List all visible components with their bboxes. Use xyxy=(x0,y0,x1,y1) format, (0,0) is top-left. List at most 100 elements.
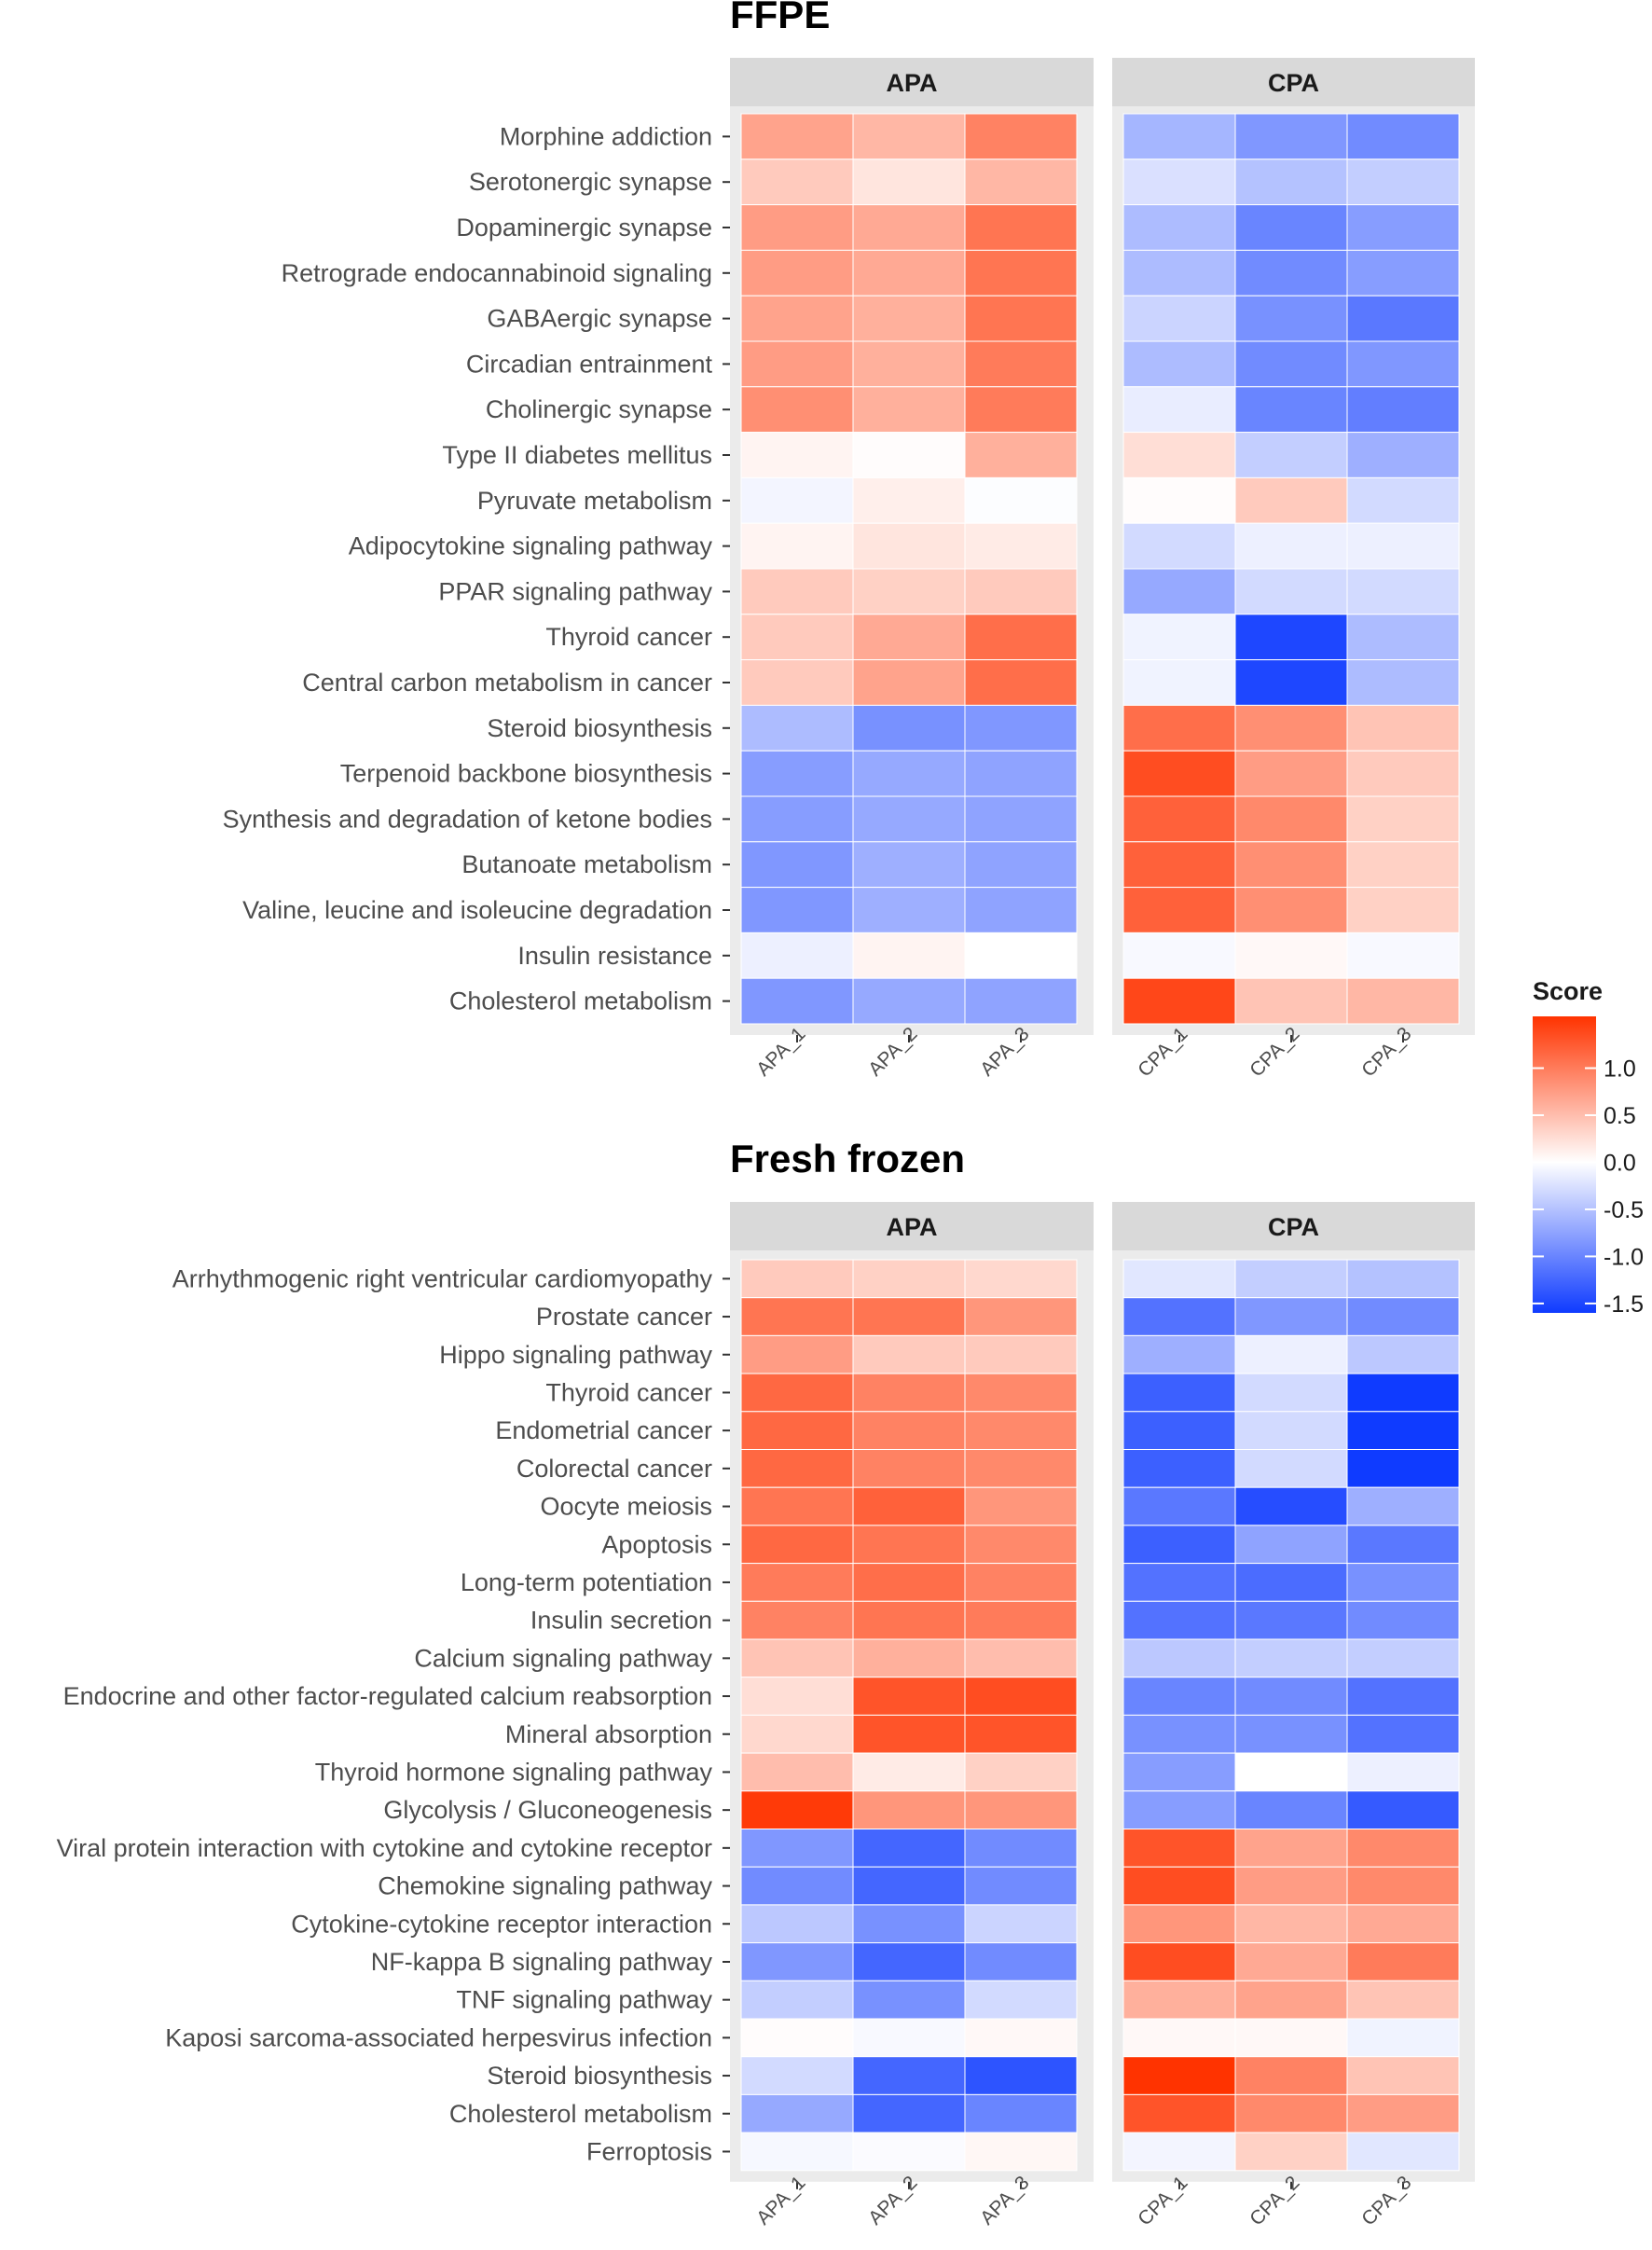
row-label: Insulin resistance xyxy=(517,942,712,970)
heat-cell xyxy=(740,2093,854,2133)
heat-cell xyxy=(852,1942,966,1981)
row-label: Kaposi sarcoma-associated herpesvirus in… xyxy=(165,2023,712,2051)
heat-cell xyxy=(1122,113,1236,160)
heat-cell xyxy=(852,887,966,933)
row-label: Morphine addiction xyxy=(500,122,712,150)
heat-cell xyxy=(740,522,854,570)
heat-cell xyxy=(740,704,854,752)
heat-cell xyxy=(740,1829,854,1868)
heat-cell xyxy=(852,2018,966,2058)
heat-cell xyxy=(1346,1790,1460,1830)
heat-cell xyxy=(1122,704,1236,752)
heat-cell xyxy=(740,1373,854,1413)
heat-cell xyxy=(1122,1980,1236,2020)
heat-cell xyxy=(852,1334,966,1374)
heat-cell xyxy=(1234,795,1348,843)
heat-cell xyxy=(740,1980,854,2020)
heat-cell xyxy=(964,977,1078,1025)
heat-cell xyxy=(740,1600,854,1640)
heat-cell xyxy=(1122,295,1236,342)
heat-cell xyxy=(1346,432,1460,478)
heat-cell xyxy=(964,1563,1078,1602)
heat-cell xyxy=(1122,1942,1236,1981)
heat-cell xyxy=(1234,159,1348,206)
heat-cell xyxy=(852,2056,966,2095)
heat-cell xyxy=(852,2093,966,2133)
heat-cell xyxy=(852,1563,966,1602)
row-label: Cholesterol metabolism xyxy=(449,987,712,1015)
heat-cell xyxy=(1234,1904,1348,1944)
legend-tick-label: 1.0 xyxy=(1604,1056,1636,1083)
heat-cell xyxy=(740,568,854,615)
heat-cell xyxy=(1122,750,1236,797)
heat-cell xyxy=(852,2132,966,2172)
heat-cell xyxy=(1234,750,1348,797)
heat-cell xyxy=(740,977,854,1025)
heat-cell xyxy=(740,2056,854,2095)
heat-cell xyxy=(964,1334,1078,1374)
heat-cell xyxy=(1346,1829,1460,1868)
heat-cell xyxy=(964,1829,1078,1868)
heat-cell xyxy=(1234,932,1348,979)
heat-cell xyxy=(852,704,966,752)
heat-cell xyxy=(852,614,966,661)
heat-cell xyxy=(1346,159,1460,206)
heat-cell xyxy=(1346,295,1460,342)
heat-cell xyxy=(1234,977,1348,1025)
heat-cell xyxy=(964,704,1078,752)
heat-cell xyxy=(1122,1600,1236,1640)
heat-cell xyxy=(852,1638,966,1678)
heat-cell xyxy=(964,1677,1078,1716)
heat-cell xyxy=(964,2018,1078,2058)
legend-tick-label: 0.5 xyxy=(1604,1103,1636,1129)
facet-label: APA xyxy=(886,69,937,97)
heat-cell xyxy=(964,614,1078,661)
heat-cell xyxy=(964,432,1078,478)
facet-label: CPA xyxy=(1268,69,1319,97)
heat-cell xyxy=(1346,2018,1460,2058)
heat-cell xyxy=(852,568,966,615)
heat-cell xyxy=(1122,1866,1236,1906)
heat-cell xyxy=(740,1677,854,1716)
heat-cell xyxy=(1234,340,1348,388)
heat-cell xyxy=(1234,249,1348,297)
heat-cell xyxy=(852,1980,966,2020)
heat-cell xyxy=(852,1829,966,1868)
heat-cell xyxy=(1122,932,1236,979)
heat-cell xyxy=(964,249,1078,297)
heat-cell xyxy=(1122,1790,1236,1830)
row-label: Thyroid cancer xyxy=(545,623,712,651)
heat-cell xyxy=(740,204,854,251)
heat-cell xyxy=(740,386,854,434)
heat-cell xyxy=(1346,1980,1460,2020)
heat-cell xyxy=(964,1714,1078,1754)
heat-cell xyxy=(740,1866,854,1906)
heat-cell xyxy=(740,1638,854,1678)
heat-cell xyxy=(964,295,1078,342)
heat-cell xyxy=(740,159,854,206)
heat-cell xyxy=(1234,1297,1348,1336)
heat-cell xyxy=(740,2018,854,2058)
heat-cell xyxy=(1122,568,1236,615)
row-label: Dopaminergic synapse xyxy=(456,214,712,242)
heat-cell xyxy=(1346,795,1460,843)
facet-strip xyxy=(1112,1202,1475,1250)
heat-cell xyxy=(1122,1334,1236,1374)
heat-cell xyxy=(852,295,966,342)
row-label: Mineral absorption xyxy=(505,1720,712,1748)
row-label: Prostate cancer xyxy=(536,1303,712,1331)
heat-cell xyxy=(1234,522,1348,570)
heat-cell xyxy=(964,522,1078,570)
heat-cell xyxy=(1122,249,1236,297)
heat-cell xyxy=(1234,887,1348,933)
heat-cell xyxy=(852,750,966,797)
heat-cell xyxy=(1346,522,1460,570)
heat-cell xyxy=(852,113,966,160)
row-label: Viral protein interaction with cytokine … xyxy=(57,1834,712,1862)
heat-cell xyxy=(740,2132,854,2172)
heat-cell xyxy=(964,1752,1078,1792)
row-label: Synthesis and degradation of ketone bodi… xyxy=(223,805,712,833)
